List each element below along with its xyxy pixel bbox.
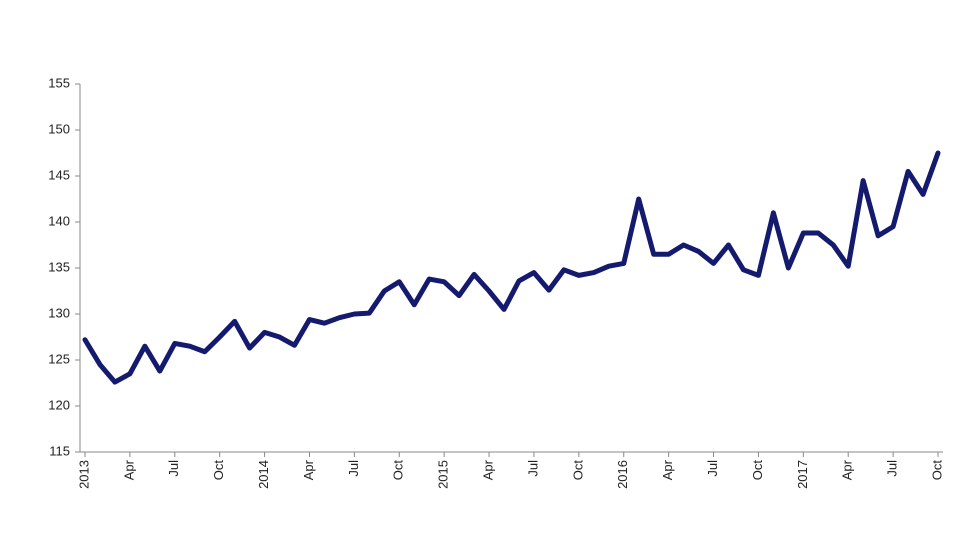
x-tick-label: Apr — [121, 459, 136, 480]
x-tick-label: 2015 — [436, 460, 451, 489]
y-tick-label: 130 — [48, 305, 70, 320]
x-tick-label: Apr — [301, 459, 316, 480]
x-tick-label: 2016 — [615, 460, 630, 489]
data-line — [82, 150, 941, 385]
x-tick-label: Oct — [391, 460, 406, 481]
x-tick-label: Jul — [705, 460, 720, 477]
y-tick-label: 145 — [48, 167, 70, 182]
y-tick-label: 150 — [48, 121, 70, 136]
y-tick-label: 135 — [48, 259, 70, 274]
x-tick-label: 2014 — [256, 460, 271, 489]
y-tick-label: 140 — [48, 213, 70, 228]
x-tick-label: Jul — [885, 460, 900, 477]
x-tick-label: Oct — [211, 460, 226, 481]
x-tick-label: Apr — [480, 459, 495, 480]
x-tick-label: Oct — [570, 460, 585, 481]
x-tick-label: 2013 — [76, 460, 91, 489]
x-tick-label: Jul — [346, 460, 361, 477]
x-tick-label: 2017 — [795, 460, 810, 489]
x-tick-label: Apr — [840, 459, 855, 480]
y-tick-label: 125 — [48, 351, 70, 366]
y-tick-label: 155 — [48, 75, 70, 90]
y-tick-label: 120 — [48, 397, 70, 412]
y-tick-label: 115 — [49, 443, 70, 458]
x-tick-label: Oct — [750, 460, 765, 481]
x-tick-label: Apr — [660, 459, 675, 480]
x-tick-label: Oct — [929, 460, 944, 481]
x-tick-label: Jul — [525, 460, 540, 477]
x-tick-label: Jul — [166, 460, 181, 477]
